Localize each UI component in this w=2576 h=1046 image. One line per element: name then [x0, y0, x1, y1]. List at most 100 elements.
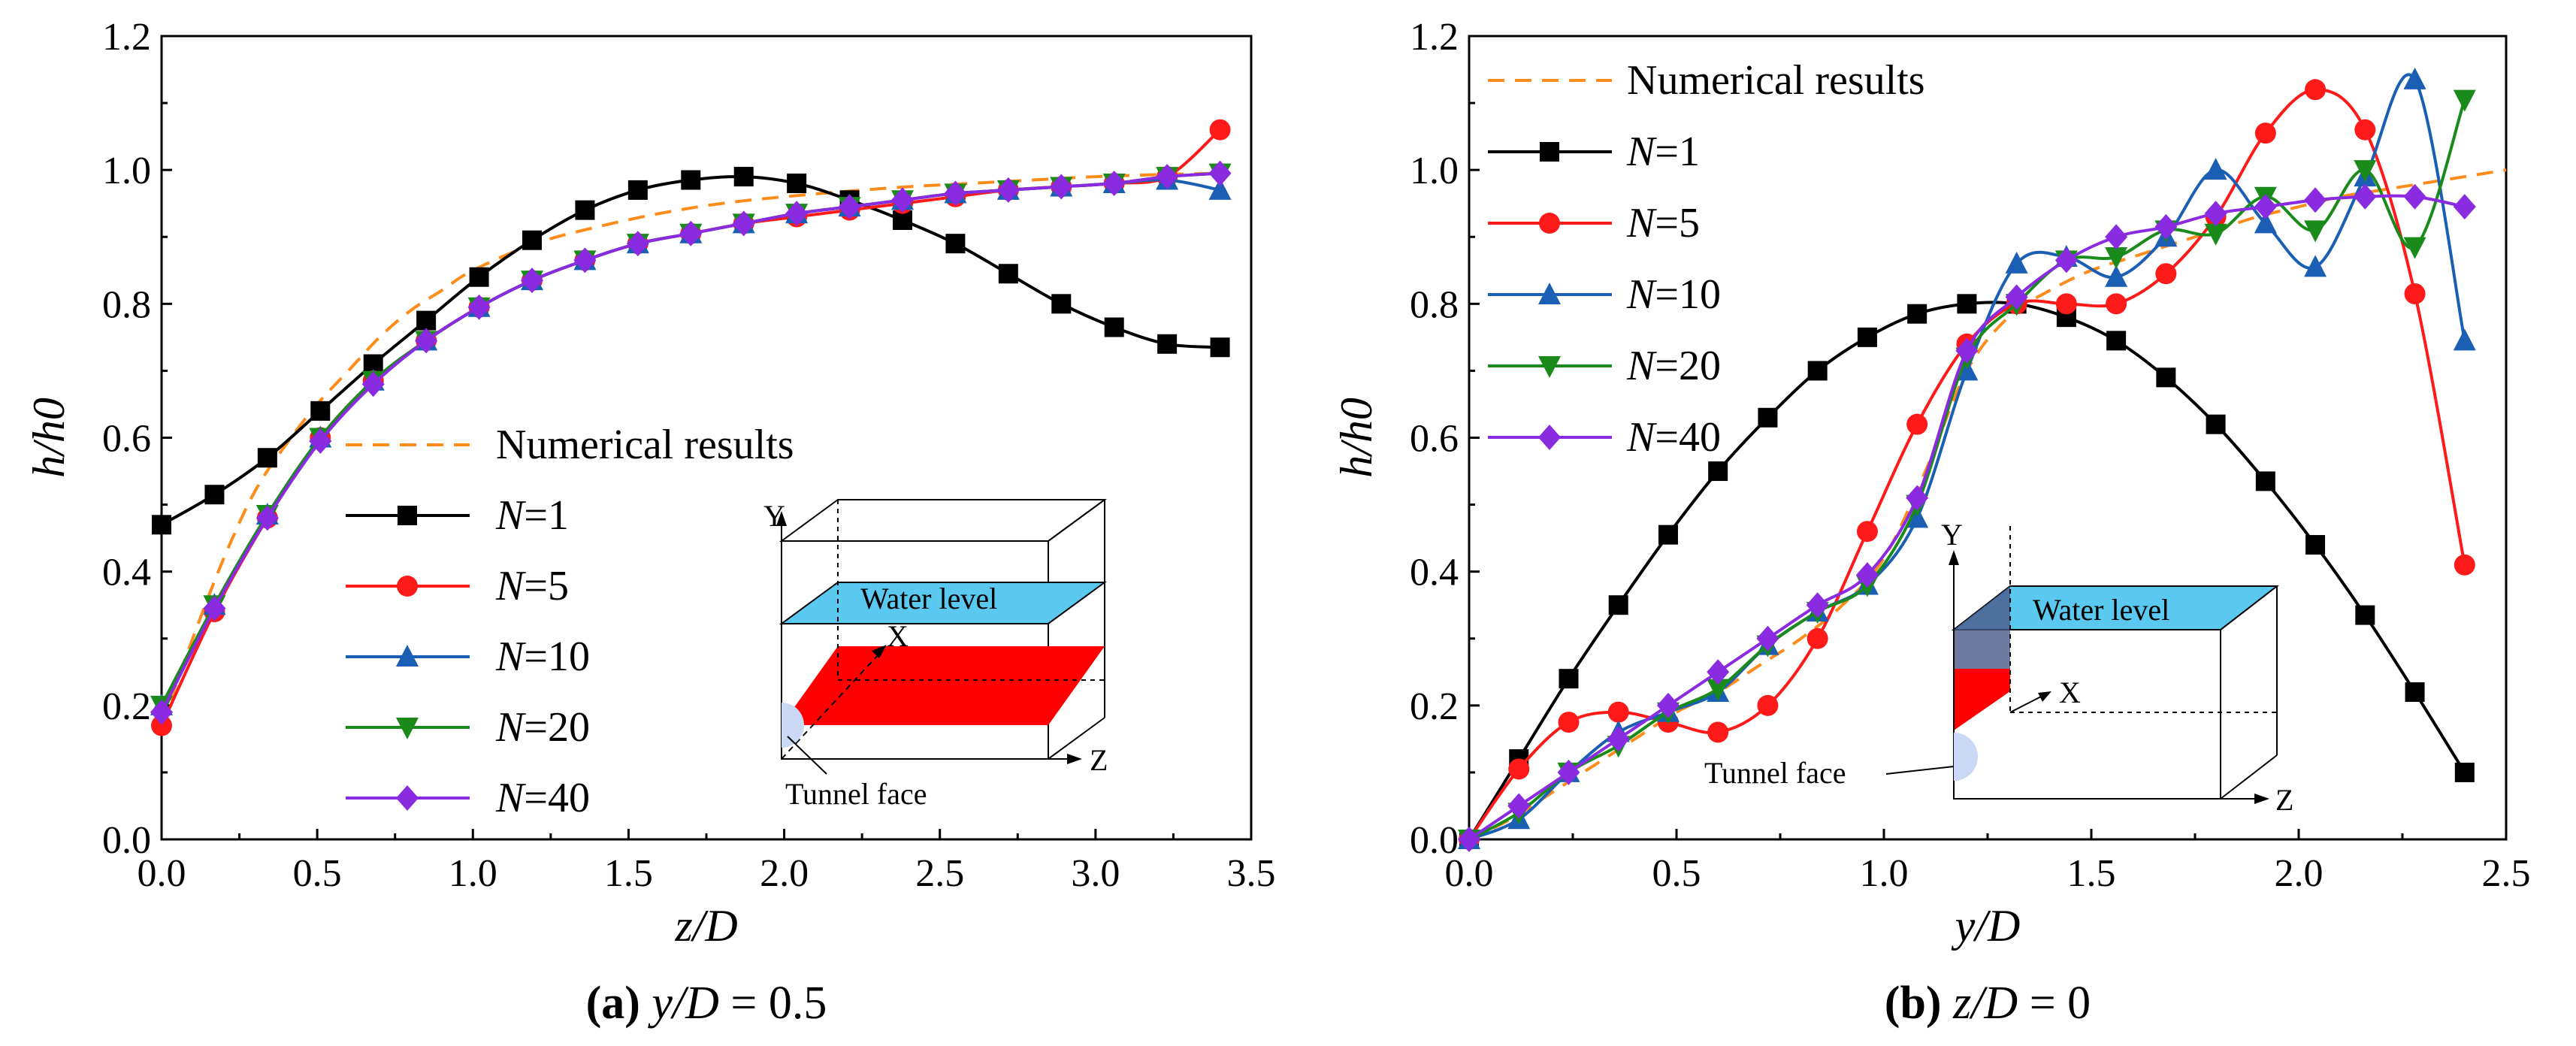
data-point — [1658, 525, 1678, 545]
y-tick-label: 0.8 — [102, 283, 151, 326]
data-point — [1907, 304, 1927, 324]
panel-a: 0.0 0.5 1.0 1.5 2.0 2.5 3.0 3.5 0.0 0.2 0.4 0.6 0.8 1… — [24, 16, 1276, 1029]
legend-numerical-label: Numerical results — [1627, 57, 1925, 104]
legend-label-value: =10 — [1655, 271, 1721, 318]
caption-value: = 0.5 — [730, 978, 827, 1029]
data-point — [2403, 237, 2426, 259]
y-tick-label: 0.8 — [1410, 283, 1459, 326]
panel-b: 0.0 0.5 1.0 1.5 2.0 2.5 0.0 0.2 0.4 0.6 0.8 1.0 1.2 y… — [1332, 16, 2531, 1029]
legend-swatch-marker — [1540, 142, 1559, 162]
x-tick-label: 2.0 — [760, 852, 809, 895]
y-tick-label: 1.2 — [102, 16, 151, 59]
data-point — [416, 310, 437, 331]
tunnel-face-shape — [782, 703, 804, 748]
legend-label-var: N — [1626, 343, 1657, 389]
tunnel-side-shade — [1954, 586, 2010, 669]
data-point — [1955, 358, 1979, 381]
legend-label-var: N — [495, 492, 526, 539]
y-tick-label: 0.6 — [102, 418, 151, 461]
data-point — [2403, 183, 2426, 210]
x-tick-label: 1.5 — [2067, 852, 2116, 895]
data-point — [626, 231, 649, 257]
inset-water-label: Water level — [2033, 593, 2169, 627]
data-point — [361, 371, 385, 398]
data-point — [1906, 413, 1928, 435]
data-point — [1508, 758, 1530, 780]
data-point — [1458, 827, 1480, 852]
legend-swatch-marker — [397, 576, 418, 597]
caption-variable: y/D — [647, 978, 730, 1029]
data-point — [1210, 337, 1230, 358]
data-point — [1208, 177, 1232, 200]
data-point — [996, 177, 1020, 203]
data-point — [1807, 361, 1828, 381]
data-point — [2453, 328, 2476, 351]
x-axis-label: z/D — [674, 901, 737, 951]
inset-edge — [2220, 754, 2278, 800]
tunnel-plane — [1954, 669, 2010, 730]
legend-swatch-marker — [396, 718, 419, 739]
x-tick-label: 1.0 — [1860, 852, 1909, 895]
data-point — [2304, 187, 2327, 213]
legend-label-var: N — [1626, 271, 1657, 318]
data-point — [255, 505, 279, 531]
series-n-40 — [150, 160, 1232, 725]
data-point — [1807, 627, 1828, 649]
data-point — [1906, 485, 1929, 511]
inset-diagram: Y X Z Water level Tunnel face — [763, 499, 1108, 811]
inset-edge — [1048, 717, 1105, 760]
legend-swatch-marker — [396, 645, 419, 667]
data-point — [785, 201, 809, 227]
inset-axis-y-label: Y — [1941, 518, 1963, 552]
data-point — [1050, 174, 1073, 200]
data-point — [891, 187, 914, 213]
data-point — [2106, 293, 2127, 315]
x-tick-label: 2.0 — [2275, 852, 2324, 895]
x-tick-label: 0.0 — [1445, 852, 1494, 895]
data-point — [2156, 367, 2176, 388]
data-point — [2305, 535, 2326, 555]
caption-variable: z/D — [1952, 978, 2030, 1029]
inset-axis-x-label: X — [887, 619, 909, 653]
data-point — [1557, 759, 1580, 785]
data-point — [150, 699, 173, 725]
legend-swatch-marker — [1539, 213, 1560, 234]
data-point — [467, 294, 491, 320]
data-point — [469, 267, 489, 287]
inset-diagram: Y X Z Water level Tunnel face — [1704, 518, 2293, 817]
data-point — [627, 180, 648, 200]
data-point — [1209, 119, 1231, 141]
data-point — [2255, 471, 2275, 491]
legend-label: N=20 — [1626, 343, 1721, 389]
legend-swatch-marker — [398, 506, 417, 525]
series-line — [1468, 194, 2466, 841]
data-point — [1708, 461, 1728, 482]
data-point — [2154, 213, 2178, 240]
data-point — [1051, 294, 1072, 314]
data-point — [1607, 726, 1630, 752]
data-point — [2204, 201, 2227, 227]
legend-label-value: =10 — [524, 633, 590, 680]
x-tick-label: 1.0 — [449, 852, 497, 895]
y-tick-label: 0.2 — [102, 685, 151, 728]
legend-swatch-marker — [396, 785, 419, 811]
data-point — [1707, 659, 1730, 685]
y-tick-label: 0.2 — [1410, 685, 1459, 728]
legend-label-var: N — [495, 563, 526, 609]
x-tick-label: 0.5 — [1652, 852, 1701, 895]
inset-x-axis — [2009, 694, 2045, 713]
inset-tunnel-label: Tunnel face — [1704, 756, 1846, 790]
legend-label: N=40 — [495, 775, 590, 821]
inset-axis-y-label: Y — [763, 499, 785, 533]
x-tick-label: 3.5 — [1227, 852, 1276, 895]
y-tick-label: 1.0 — [1410, 150, 1459, 192]
data-point — [1656, 692, 1680, 718]
data-point — [522, 230, 542, 250]
data-point — [1955, 337, 1979, 364]
series-n-10 — [1458, 67, 2476, 849]
data-point — [681, 170, 701, 190]
data-point — [2106, 331, 2127, 351]
data-point — [521, 268, 543, 294]
y-tick-label: 0.0 — [102, 819, 151, 862]
legend-label-value: =20 — [1655, 343, 1721, 389]
